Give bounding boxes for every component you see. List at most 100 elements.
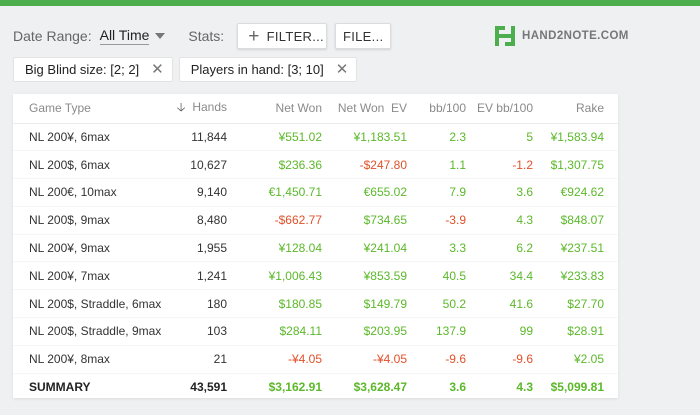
cell-net-won-ev: $734.65	[322, 206, 407, 235]
table-row[interactable]: NL 200€, 10max 9,140 €1,450.71 €655.02 7.9 3.…	[13, 178, 618, 207]
table-row[interactable]: NL 200¥, 7max 1,241 ¥1,006.43 ¥853.59 40.5 34…	[13, 261, 618, 291]
date-range-select[interactable]: All Time	[99, 27, 166, 45]
stats-label: Stats:	[188, 28, 225, 44]
cell-ev-bb100: -1.2	[466, 150, 533, 180]
column-header-net-won[interactable]: Net Won	[227, 94, 322, 124]
table-row[interactable]: NL 200¥, 8max 21 -¥4.05 -¥4.05 -9.6 -9.6 ¥2.05	[13, 345, 618, 374]
cell-ev-bb100: 41.6	[466, 289, 533, 319]
logo-text: HAND2NOTE.COM	[522, 30, 629, 42]
cell-rake: ¥2.05	[533, 345, 618, 374]
filter-chip-label: Players in hand: [3; 10]	[190, 62, 324, 77]
cell-net-won: ¥128.04	[227, 234, 322, 263]
close-icon[interactable]: ✕	[151, 61, 164, 78]
cell-ev-bb100: 3.6	[466, 178, 533, 207]
cell-game-type: NL 200$, 6max	[13, 150, 175, 180]
cell-game-type: NL 200$, Straddle, 9max	[13, 317, 175, 346]
date-range-label: Date Range:	[13, 28, 92, 44]
date-range-value: All Time	[99, 27, 150, 45]
filter-chip-label: Big Blind size: [2; 2]	[25, 62, 140, 77]
column-header-rake[interactable]: Rake	[533, 94, 618, 124]
toolbar: Date Range: All Time Stats: + FILTER... …	[13, 21, 693, 51]
table-row[interactable]: NL 200$, Straddle, 9max 103 $284.11 $203.95…	[13, 317, 618, 346]
cell-rake: ¥1,583.94	[533, 123, 618, 152]
cell-net-won-ev: ¥1,183.51	[322, 123, 407, 152]
cell-rake: $848.07	[533, 206, 618, 235]
cell-game-type: NL 200$, 9max	[13, 206, 175, 235]
cell-bb100: 40.5	[407, 261, 466, 291]
column-header-net-won-ev[interactable]: Net Won EV	[322, 94, 407, 124]
cell-bb100: 7.9	[407, 178, 466, 207]
chevron-down-icon	[155, 33, 166, 39]
cell-net-won: €1,450.71	[227, 178, 322, 207]
table-row[interactable]: NL 200¥, 6max 11,844 ¥551.02 ¥1,183.51 2.3 5 ¥…	[13, 123, 618, 152]
cell-hands: 11,844	[175, 123, 227, 152]
cell-game-type: NL 200$, Straddle, 6max	[13, 289, 175, 319]
cell-hands: 43,591	[190, 380, 227, 395]
cell-net-won-ev: $149.79	[322, 289, 407, 319]
filter-chip-players: Players in hand: [3; 10] ✕	[178, 57, 358, 82]
active-filters: Big Blind size: [2; 2] ✕ Players in hand…	[13, 57, 363, 82]
cell-rake: ¥237.51	[533, 234, 618, 263]
cell-net-won: $236.36	[227, 150, 322, 180]
cell-hands: 10,627	[175, 150, 227, 180]
cell-hands: 1,955	[175, 234, 227, 263]
cell-rake: $28.91	[533, 317, 618, 346]
column-header-bb100[interactable]: bb/100	[407, 94, 466, 124]
cell-game-type: NL 200¥, 6max	[13, 123, 175, 152]
cell-net-won-ev: $3,628.47	[353, 380, 407, 395]
cell-net-won: -$662.77	[227, 206, 322, 235]
cell-net-won: ¥551.02	[227, 123, 322, 152]
cell-ev-bb100: 4.3	[516, 380, 533, 395]
cell-game-type: NL 200€, 10max	[13, 178, 175, 207]
summary-row[interactable]: SUMMARY 43,591 $3,162.91 $3,628.47 3.6 4.3 $5,…	[13, 373, 618, 401]
cell-bb100: -3.9	[407, 206, 466, 235]
cell-bb100: 2.3	[407, 123, 466, 152]
table-row[interactable]: NL 200¥, 9max 1,955 ¥128.04 ¥241.04 3.3 6.2 ¥2…	[13, 234, 618, 263]
cell-rake: €924.62	[533, 178, 618, 207]
cell-hands: 9,140	[175, 178, 227, 207]
cell-rake: $1,307.75	[533, 150, 618, 180]
table-row[interactable]: NL 200$, Straddle, 6max 180 $180.85 $149.79…	[13, 289, 618, 319]
cell-ev-bb100: -9.6	[466, 345, 533, 374]
close-icon[interactable]: ✕	[335, 61, 349, 78]
plus-icon: +	[248, 25, 260, 47]
table-body: NL 200¥, 6max 11,844 ¥551.02 ¥1,183.51 2.3 5 ¥…	[13, 123, 618, 401]
file-button[interactable]: FILE...	[335, 23, 392, 49]
cell-ev-bb100: 99	[466, 317, 533, 346]
cell-rake: $5,099.81	[550, 380, 604, 395]
stats-table-panel: Game Type 🡣 Hands Net Won Net Won EV bb/1…	[13, 94, 618, 398]
cell-hands: 8,480	[175, 206, 227, 235]
sort-down-icon: 🡣	[176, 99, 186, 114]
cell-net-won: $180.85	[227, 289, 322, 319]
cell-net-won-ev: ¥241.04	[322, 234, 407, 263]
h-logo-icon	[495, 26, 515, 46]
cell-net-won-ev: $203.95	[322, 317, 407, 346]
cell-net-won-ev: €655.02	[322, 178, 407, 207]
column-header-label: Hands	[192, 99, 227, 114]
hand2note-logo[interactable]: HAND2NOTE.COM	[494, 25, 629, 47]
cell-ev-bb100: 6.2	[466, 234, 533, 263]
cell-bb100: -9.6	[407, 345, 466, 374]
column-header-ev-bb100[interactable]: EV bb/100	[466, 94, 533, 124]
cell-net-won-ev: -¥4.05	[322, 345, 407, 374]
cell-game-type: NL 200¥, 7max	[13, 261, 175, 291]
cell-rake: ¥233.83	[533, 261, 618, 291]
cell-net-won: -¥4.05	[227, 345, 322, 374]
column-header-hands[interactable]: 🡣 Hands	[175, 94, 227, 124]
cell-bb100: 3.3	[407, 234, 466, 263]
filter-button[interactable]: + FILTER...	[237, 23, 328, 49]
cell-bb100: 137.9	[407, 317, 466, 346]
cell-game-type: NL 200¥, 8max	[13, 345, 175, 374]
filter-chip-big-blind: Big Blind size: [2; 2] ✕	[13, 57, 173, 82]
cell-hands: 103	[175, 317, 227, 346]
stats-table: Game Type 🡣 Hands Net Won Net Won EV bb/1…	[13, 94, 618, 401]
table-row[interactable]: NL 200$, 9max 8,480 -$662.77 $734.65 -3.9 4.3…	[13, 206, 618, 235]
column-header-game-type[interactable]: Game Type	[13, 94, 175, 124]
cell-rake: $27.70	[533, 289, 618, 319]
cell-ev-bb100: 34.4	[466, 261, 533, 291]
cell-net-won-ev: ¥853.59	[322, 261, 407, 291]
cell-hands: 21	[175, 345, 227, 374]
cell-ev-bb100: 4.3	[466, 206, 533, 235]
table-row[interactable]: NL 200$, 6max 10,627 $236.36 -$247.80 1.1 -1.…	[13, 150, 618, 180]
cell-hands: 1,241	[175, 261, 227, 291]
